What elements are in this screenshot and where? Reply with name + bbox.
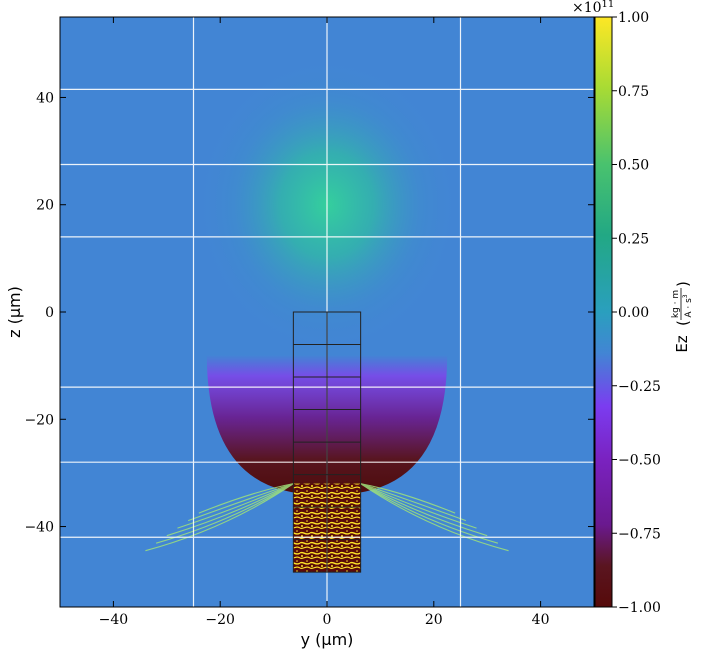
scatter-fan-ray xyxy=(166,483,294,537)
scatter-fan-ray xyxy=(360,483,509,552)
scatter-fan-ray xyxy=(155,483,294,544)
colorbar-label-main: Ez xyxy=(673,335,691,352)
colorbar-multiplier: ×1011 xyxy=(572,0,614,16)
plot-area xyxy=(60,17,594,607)
y-tick-label: 40 xyxy=(36,90,54,106)
structure-overlay xyxy=(292,311,362,573)
y-tick-label: −20 xyxy=(24,412,54,428)
x-axis-ticks: −40 −20 0 20 40 xyxy=(99,17,550,628)
colorbar-tick-label: −0.75 xyxy=(618,526,661,542)
scatter-fan-left xyxy=(145,483,294,552)
y-axis-label: z (μm) xyxy=(5,286,24,338)
colorbar-ticks: 1.00 0.75 0.50 0.25 0.00 −0.25 −0.50 −0.75 −1.00 xyxy=(612,10,661,616)
colorbar-tick-label: −0.50 xyxy=(618,453,661,469)
colorbar-tick-label: 1.00 xyxy=(618,10,649,26)
scatter-fan-right xyxy=(360,483,509,552)
colorbar-tick-label: 0.25 xyxy=(618,231,649,247)
scatter-fan-ray xyxy=(177,483,294,529)
colorbar-unit-denominator: A · s3 xyxy=(682,294,694,317)
colorbar-tick-label: −1.00 xyxy=(618,600,661,616)
scatter-fan-ray xyxy=(198,483,294,514)
colorbar-tick-label: 0.50 xyxy=(618,158,649,174)
y-tick-label: 0 xyxy=(45,305,54,321)
scatter-fan-ray xyxy=(360,483,467,522)
colorbar-tick-label: 0.00 xyxy=(618,305,649,321)
colorbar: 1.00 0.75 0.50 0.25 0.00 −0.25 −0.50 −0.75 −1.00… xyxy=(572,0,694,616)
colorbar-unit-numerator: kg · m xyxy=(671,290,681,318)
colorbar-label: Ez kg · m A · s3 ( ) xyxy=(671,281,694,353)
y-tick-label: −40 xyxy=(24,520,54,536)
scatter-fan-ray xyxy=(360,483,499,544)
colorbar-paren-left: ( xyxy=(674,320,692,326)
x-tick-label: 40 xyxy=(532,612,550,628)
x-tick-label: 20 xyxy=(425,612,443,628)
x-axis-label: y (μm) xyxy=(301,630,354,649)
colorbar-paren-right: ) xyxy=(674,281,692,287)
x-tick-label: −20 xyxy=(205,612,235,628)
scatter-fan-ray xyxy=(360,483,488,537)
y-axis-ticks: 40 20 0 −20 −40 xyxy=(24,90,594,536)
scatter-fan-ray xyxy=(187,483,294,522)
colorbar-tick-label: −0.25 xyxy=(618,379,661,395)
colorbar-tick-label: 0.75 xyxy=(618,84,649,100)
x-tick-label: −40 xyxy=(99,612,129,628)
y-tick-label: 20 xyxy=(36,198,54,214)
x-tick-label: 0 xyxy=(323,612,332,628)
scatter-fan-ray xyxy=(360,483,477,529)
colorbar-gradient xyxy=(594,16,613,608)
scatter-fan-ray xyxy=(145,483,294,552)
scatter-fan-ray xyxy=(360,483,456,514)
